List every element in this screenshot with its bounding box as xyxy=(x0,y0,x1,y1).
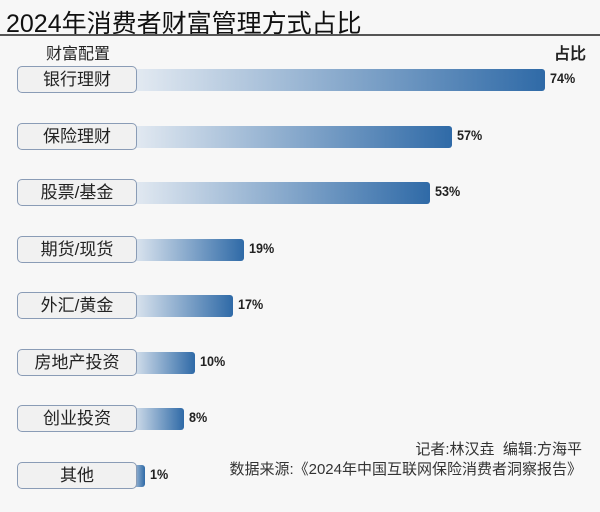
category-label: 外汇/黄金 xyxy=(17,292,137,319)
bar-row: 银行理财 74% xyxy=(0,65,600,95)
bar xyxy=(128,238,244,261)
bar xyxy=(128,69,545,91)
category-axis-label: 财富配置 xyxy=(46,46,111,63)
value-label: 53% xyxy=(435,183,461,199)
bar xyxy=(128,125,452,148)
value-label: 74% xyxy=(550,70,576,86)
bar-row: 保险理财 57% xyxy=(0,122,600,152)
category-label: 银行理财 xyxy=(17,66,137,93)
category-label: 其他 xyxy=(17,461,137,489)
bar-row: 创业投资 8% xyxy=(0,404,600,434)
value-label: 57% xyxy=(456,126,483,143)
bar-row: 房地产投资 10% xyxy=(0,348,600,378)
category-label: 房地产投资 xyxy=(17,348,137,376)
bar xyxy=(128,295,234,317)
value-axis-label: 占比 xyxy=(553,46,586,63)
bar-row: 外汇/黄金 17% xyxy=(0,291,600,321)
bar-row: 股票/基金 53% xyxy=(0,178,600,208)
title-divider xyxy=(0,34,600,36)
footer: 记者:林汉垚 编辑:方海平 数据来源:《2024年中国互联网保险消费者洞察报告》 xyxy=(229,440,582,480)
bar xyxy=(128,182,431,204)
bar xyxy=(128,351,195,374)
value-label: 1% xyxy=(150,465,169,482)
source-text: 数据来源:《2024年中国互联网保险消费者洞察报告》 xyxy=(229,461,582,478)
category-label: 期货/现货 xyxy=(17,235,137,263)
bar-row: 其他 1% xyxy=(0,461,600,491)
value-label: 8% xyxy=(188,409,207,425)
bar-row: 期货/现货 19% xyxy=(0,235,600,265)
credit-text: 记者:林汉垚 编辑:方海平 xyxy=(415,441,582,458)
value-label: 17% xyxy=(238,296,264,312)
category-label: 股票/基金 xyxy=(17,179,137,206)
category-label: 创业投资 xyxy=(17,405,137,432)
bar xyxy=(128,408,184,430)
category-label: 保险理财 xyxy=(17,122,137,150)
value-label: 10% xyxy=(199,352,225,369)
chart-title: 2024年消费者财富管理方式占比 xyxy=(6,10,362,38)
value-label: 19% xyxy=(248,239,275,256)
